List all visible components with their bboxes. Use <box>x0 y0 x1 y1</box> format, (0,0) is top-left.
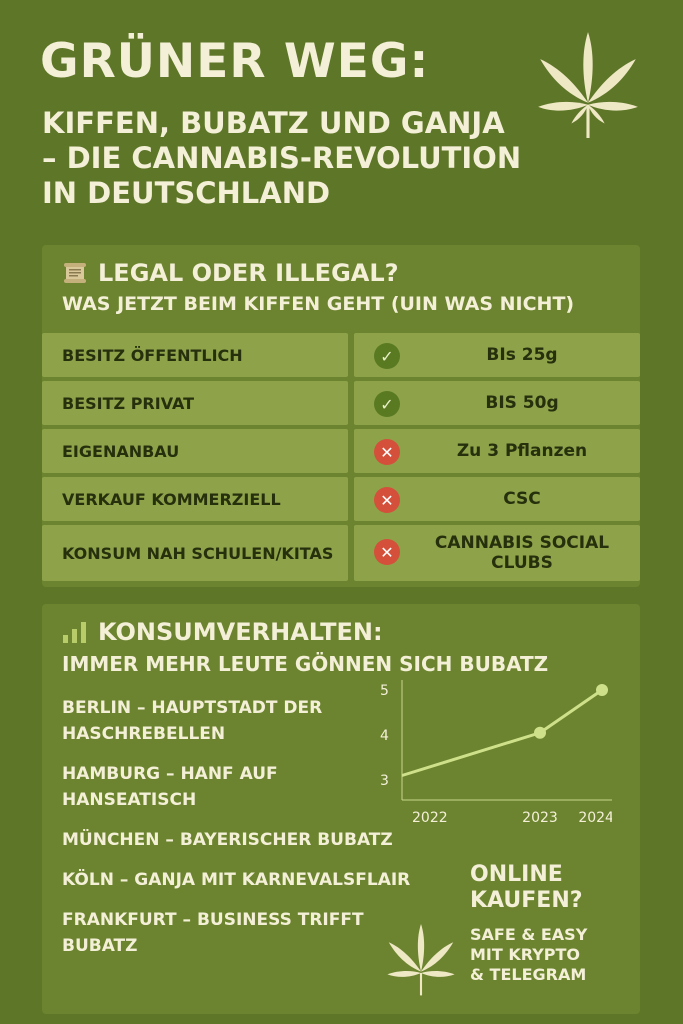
online-callout: ONLINE KAUFEN? SAFE & EASY MIT KRYPTO & … <box>470 862 587 985</box>
legal-row: KONSUM NAH SCHULEN/KITAS ✕ CANNABIS SOCI… <box>42 525 640 581</box>
city-item: MÜNCHEN – BAYERISCHER BUBATZ <box>62 830 393 850</box>
consumption-header: KONSUMVERHALTEN: IMMER MEHR LEUTE GÖNNEN… <box>62 618 548 676</box>
cross-icon: ✕ <box>374 439 400 465</box>
x-tick-label: 2023 <box>522 810 558 826</box>
cannabis-leaf-icon <box>387 924 455 996</box>
data-point <box>534 726 546 739</box>
cross-icon: ✕ <box>374 539 400 565</box>
cross-icon: ✕ <box>374 487 400 513</box>
y-tick-label: 4 <box>380 728 389 744</box>
legal-panel: LEGAL ODER ILLEGAL? WAS JETZT BEIM KIFFE… <box>42 245 640 587</box>
y-tick-label: 5 <box>380 683 389 699</box>
city-item: HAMBURG – HANF AUF HANSEATISCH <box>62 764 278 810</box>
row-label: KONSUM NAH SCHULEN/KITAS <box>42 525 348 581</box>
legal-row: EIGENANBAU ✕ Zu 3 Pflanzen <box>42 429 640 473</box>
subtitle-line: KIFFEN, BUBATZ UND GANJA <box>42 106 505 140</box>
x-tick-label: 2022 <box>412 810 448 826</box>
consumption-heading: KONSUMVERHALTEN: <box>98 618 383 646</box>
line-chart: 3 4 5 2022 2023 2024+ <box>380 680 612 826</box>
scroll-icon <box>64 263 86 283</box>
row-value: BIs 25g <box>486 344 558 365</box>
consumption-subheading: IMMER MEHR LEUTE GÖNNEN SICH BUBATZ <box>62 652 549 676</box>
row-label: VERKAUF KOMMERZIELL <box>42 477 348 521</box>
online-question-line: ONLINE <box>470 862 563 887</box>
online-answer-line: MIT KRYPTO <box>470 944 581 964</box>
legal-row: VERKAUF KOMMERZIELL ✕ CSC <box>42 477 640 521</box>
row-label: EIGENANBAU <box>42 429 348 473</box>
legal-subheading: WAS JETZT BEIM KIFFEN GEHT (UIN WAS NICH… <box>62 293 575 315</box>
row-label: BESITZ ÖFFENTLICH <box>42 333 348 377</box>
consumption-panel: KONSUMVERHALTEN: IMMER MEHR LEUTE GÖNNEN… <box>42 604 640 1014</box>
y-tick-label: 3 <box>380 773 389 789</box>
legal-heading: LEGAL ODER ILLEGAL? <box>98 259 399 287</box>
check-icon: ✓ <box>374 343 400 369</box>
row-value: CSC <box>503 488 541 509</box>
page-title: GRÜNER WEG: <box>40 34 430 89</box>
legal-row: BESITZ ÖFFENTLICH ✓ BIs 25g <box>42 333 640 377</box>
city-item: BERLIN – HAUPTSTADT DER HASCHREBELLEN <box>62 698 323 744</box>
online-question-line: KAUFEN? <box>470 888 583 914</box>
check-icon: ✓ <box>374 391 400 417</box>
subtitle-line: IN DEUTSCHLAND <box>42 175 331 210</box>
page-subtitle: KIFFEN, BUBATZ UND GANJA – DIE CANNABIS-… <box>42 106 562 210</box>
subtitle-line: – DIE CANNABIS-REVOLUTION <box>42 140 522 175</box>
row-value: Zu 3 Pflanzen <box>456 440 588 461</box>
row-value: BIS 50g <box>485 392 559 413</box>
data-point <box>596 684 608 696</box>
x-tick-label: 2024+ <box>578 810 612 826</box>
city-item: FRANKFURT – BUSINESS TRIFFT BUBATZ <box>62 910 364 956</box>
cannabis-leaf-icon <box>538 32 638 138</box>
online-answer-line: & TELEGRAM <box>470 964 587 984</box>
legal-row: BESITZ PRIVAT ✓ BIS 50g <box>42 381 640 425</box>
online-answer-line: SAFE & EASY <box>470 924 588 944</box>
bar-chart-icon <box>63 622 86 643</box>
row-value: CANNABIS SOCIAL CLUBS <box>434 532 610 573</box>
series-line <box>401 688 603 777</box>
legal-header: LEGAL ODER ILLEGAL? WAS JETZT BEIM KIFFE… <box>62 259 574 315</box>
row-label: BESITZ PRIVAT <box>42 381 348 425</box>
city-item: KÖLN – GANJA MIT KARNEVALSFLAIR <box>62 870 411 890</box>
